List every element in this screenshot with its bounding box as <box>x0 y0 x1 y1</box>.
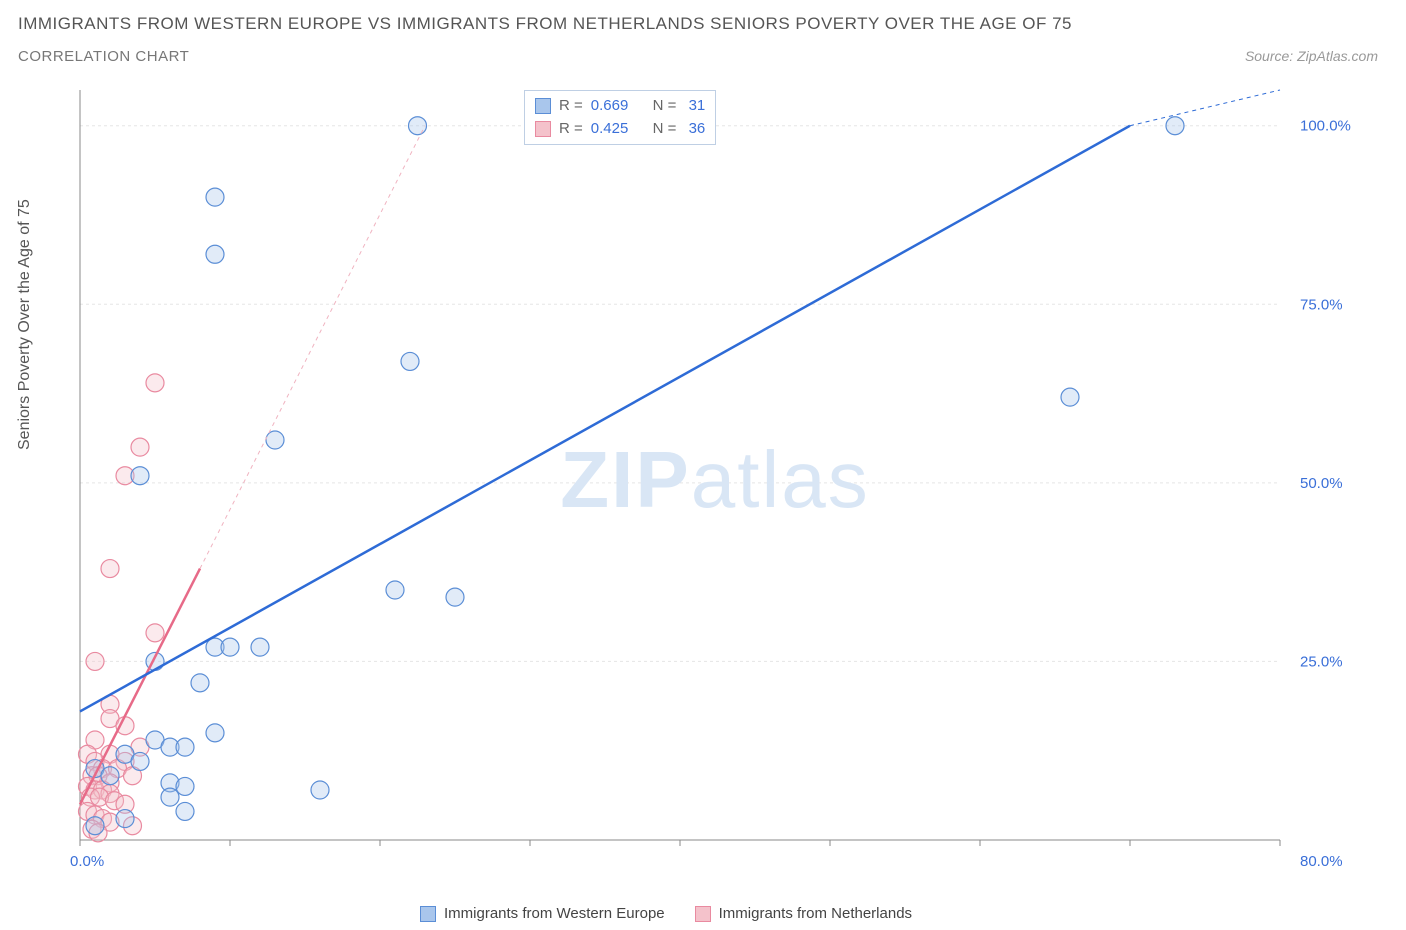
r-label: R = <box>559 118 583 141</box>
data-point <box>206 188 224 206</box>
legend-item: Immigrants from Netherlands <box>695 905 912 922</box>
y-axis-label: Seniors Poverty Over the Age of 75 <box>16 199 34 450</box>
stats-row: R = 0.669 N = 31 <box>535 95 705 118</box>
n-label: N = <box>653 95 677 118</box>
data-point <box>446 588 464 606</box>
data-point <box>1061 388 1079 406</box>
scatter-plot: ZIPatlas 25.0%50.0%75.0%100.0%0.0%80.0% <box>60 80 1370 880</box>
n-value: 31 <box>684 95 705 118</box>
data-point <box>311 781 329 799</box>
data-point <box>221 638 239 656</box>
data-point <box>86 817 104 835</box>
data-point <box>409 117 427 135</box>
legend-swatch <box>695 906 711 922</box>
trend-line-extension <box>1130 90 1280 126</box>
data-point <box>131 438 149 456</box>
data-point <box>131 467 149 485</box>
data-point <box>131 752 149 770</box>
data-point <box>161 788 179 806</box>
trend-line-extension <box>200 126 425 569</box>
data-point <box>191 674 209 692</box>
data-point <box>146 624 164 642</box>
legend-item: Immigrants from Western Europe <box>420 905 665 922</box>
data-point <box>176 738 194 756</box>
data-point <box>101 767 119 785</box>
x-tick-label: 80.0% <box>1300 853 1343 870</box>
legend-label: Immigrants from Western Europe <box>444 905 665 922</box>
y-tick-label: 50.0% <box>1300 475 1343 492</box>
legend-swatch <box>420 906 436 922</box>
data-point <box>116 810 134 828</box>
r-value: 0.425 <box>591 118 629 141</box>
data-point <box>206 724 224 742</box>
data-point <box>401 352 419 370</box>
stats-box: R = 0.669 N = 31 R = 0.425 N = 36 <box>524 90 716 145</box>
chart-title: IMMIGRANTS FROM WESTERN EUROPE VS IMMIGR… <box>18 14 1072 34</box>
data-point <box>176 777 194 795</box>
data-point <box>386 581 404 599</box>
data-point <box>146 374 164 392</box>
n-value: 36 <box>684 118 705 141</box>
data-point <box>176 802 194 820</box>
data-point <box>266 431 284 449</box>
stats-row: R = 0.425 N = 36 <box>535 118 705 141</box>
data-point <box>101 560 119 578</box>
chart-svg: 25.0% 50.0% 75.0% 100.0% 0.0% 80.0% <box>60 80 1370 880</box>
source-attribution: Source: ZipAtlas.com <box>1245 48 1378 64</box>
chart-subtitle: CORRELATION CHART <box>18 48 189 65</box>
data-point <box>86 652 104 670</box>
data-point <box>206 245 224 263</box>
legend-bottom: Immigrants from Western Europe Immigrants… <box>420 905 912 922</box>
y-tick-label: 25.0% <box>1300 653 1343 670</box>
trend-line <box>80 126 1130 712</box>
r-value: 0.669 <box>591 95 629 118</box>
x-tick-label: 0.0% <box>70 853 104 870</box>
y-tick-label: 75.0% <box>1300 296 1343 313</box>
legend-swatch <box>535 121 551 137</box>
data-point <box>251 638 269 656</box>
r-label: R = <box>559 95 583 118</box>
n-label: N = <box>653 118 677 141</box>
data-point <box>1166 117 1184 135</box>
legend-label: Immigrants from Netherlands <box>719 905 912 922</box>
legend-swatch <box>535 98 551 114</box>
y-tick-label: 100.0% <box>1300 118 1351 135</box>
